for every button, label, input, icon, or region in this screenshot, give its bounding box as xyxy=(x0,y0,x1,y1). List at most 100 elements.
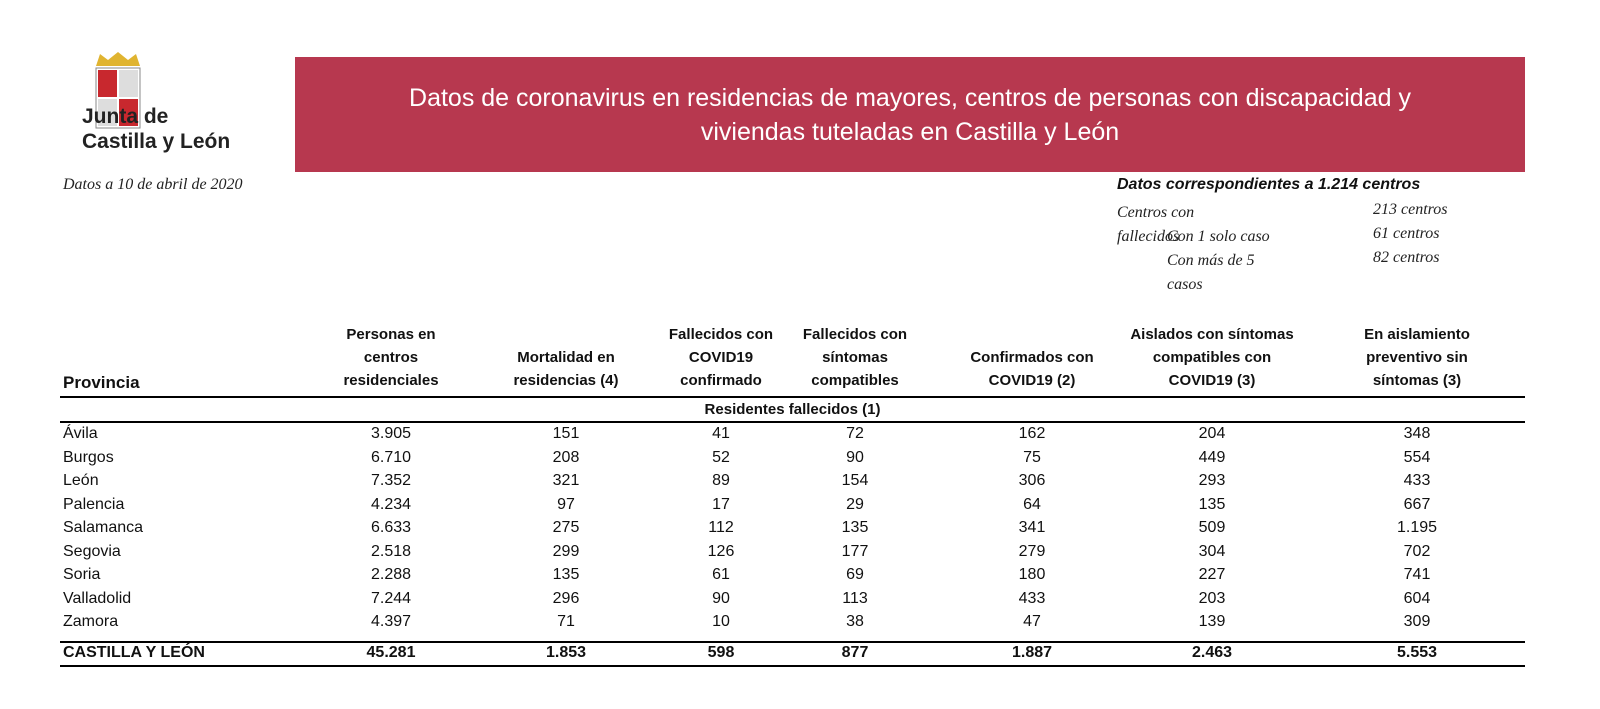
row-label: Zamora xyxy=(63,613,119,630)
column-header: Mortalidad en xyxy=(517,349,615,366)
cell: 126 xyxy=(707,542,735,560)
cell: 64 xyxy=(1023,495,1041,513)
cell: 208 xyxy=(552,448,580,466)
cell: 279 xyxy=(1018,542,1046,560)
cell: 61 xyxy=(712,566,730,583)
column-header: Personas en xyxy=(346,326,436,343)
summary-label: Con más de 5 casos xyxy=(1167,252,1255,293)
column-header: compatibles con xyxy=(1152,349,1272,366)
cell: 877 xyxy=(841,644,869,661)
column-header: COVID19 (3) xyxy=(1168,372,1256,389)
column-header: centros xyxy=(363,349,419,366)
summary-title: Datos correspondientes a 1.214 centros xyxy=(1117,176,1421,193)
cell: 5.553 xyxy=(1396,644,1438,661)
cell: 4.397 xyxy=(370,613,412,630)
cell: 139 xyxy=(1198,613,1226,630)
cell: 227 xyxy=(1198,566,1226,583)
cell: 71 xyxy=(557,613,575,630)
column-header: COVID19 xyxy=(688,349,754,366)
cell: 17 xyxy=(712,495,730,513)
column-header: compatibles xyxy=(811,372,899,389)
cell: 162 xyxy=(1018,425,1046,442)
row-label: Palencia xyxy=(63,495,125,513)
cell: 341 xyxy=(1018,519,1046,536)
cell: 47 xyxy=(1023,613,1041,630)
cell: 177 xyxy=(841,542,869,560)
cell: 306 xyxy=(1018,472,1046,489)
banner: Datos de coronavirus en residencias de m… xyxy=(295,57,1525,172)
cell: 275 xyxy=(552,519,580,536)
cell: 433 xyxy=(1403,472,1431,489)
cell: 113 xyxy=(842,589,868,607)
title-line: viviendas tuteladas en Castilla y León xyxy=(700,117,1120,146)
cell: 554 xyxy=(1403,448,1431,466)
cell: 7.244 xyxy=(370,589,412,607)
cell: 6.633 xyxy=(370,519,412,536)
cell: 52 xyxy=(712,448,730,466)
cell: 90 xyxy=(846,448,864,466)
cell: 449 xyxy=(1198,448,1226,466)
title-line: Datos de coronavirus en residencias de m… xyxy=(409,83,1411,112)
cell: 1.853 xyxy=(545,644,587,661)
cell: 7.352 xyxy=(370,472,412,489)
cell: 135 xyxy=(841,519,869,536)
column-header: Confirmados con xyxy=(970,349,1094,366)
column-header: residenciales xyxy=(343,372,439,389)
summary-value: 61 centros xyxy=(1373,225,1440,242)
column-header: COVID19 (2) xyxy=(988,372,1076,389)
cell: 4.234 xyxy=(370,495,412,513)
logo-crest xyxy=(95,52,141,129)
cell: 2.463 xyxy=(1191,644,1233,661)
column-header: Fallecidos con xyxy=(802,326,908,343)
summary-label: Con 1 solo caso xyxy=(1167,228,1270,245)
cell: 90 xyxy=(712,589,730,607)
cell: 72 xyxy=(846,425,864,442)
cell: 293 xyxy=(1198,472,1226,489)
cell: 2.288 xyxy=(370,566,412,583)
cell: 604 xyxy=(1403,589,1431,607)
logo-line: Castilla y León xyxy=(82,130,231,153)
cell: 135 xyxy=(552,566,580,583)
cell: 41 xyxy=(712,425,730,442)
cell: 348 xyxy=(1403,425,1431,442)
row-label: Burgos xyxy=(63,448,114,466)
column-header: residencias (4) xyxy=(513,372,619,389)
cell: 97 xyxy=(557,495,575,513)
row-label: Soria xyxy=(63,566,101,583)
row-label: CASTILLA Y LEÓN xyxy=(63,644,205,661)
column-header: Provincia xyxy=(63,373,140,392)
column-header: síntomas (3) xyxy=(1372,372,1462,389)
cell: 69 xyxy=(846,566,864,583)
cell: 321 xyxy=(552,472,580,489)
cell: 154 xyxy=(841,472,869,489)
summary-label: Centros con fallecidos xyxy=(1117,204,1195,245)
date: Datos a 10 de abril de 2020 xyxy=(63,176,243,193)
cell: 309 xyxy=(1403,613,1431,630)
rule xyxy=(60,665,1525,667)
column-header: En aislamiento xyxy=(1364,326,1470,343)
cell: 509 xyxy=(1198,519,1226,536)
cell: 433 xyxy=(1018,589,1046,607)
cell: 299 xyxy=(552,542,580,560)
cell: 180 xyxy=(1018,566,1046,583)
column-header: Fallecidos con xyxy=(668,326,774,343)
row-label: Segovia xyxy=(63,542,121,560)
cell: 304 xyxy=(1198,542,1226,560)
summary-value: 213 centros xyxy=(1373,201,1448,218)
column-header: preventivo sin xyxy=(1366,349,1468,366)
cell: 702 xyxy=(1403,542,1431,560)
cell: 2.518 xyxy=(370,542,412,560)
cell: 89 xyxy=(712,472,730,489)
column-header: Aislados con síntomas xyxy=(1130,326,1294,343)
column-header: confirmado xyxy=(680,372,762,389)
cell: 6.710 xyxy=(370,448,412,466)
cell: 45.281 xyxy=(366,644,416,661)
cell: 29 xyxy=(846,495,864,513)
cell: 204 xyxy=(1198,425,1226,442)
row-label: León xyxy=(63,472,99,489)
cell: 1.195 xyxy=(1396,519,1438,536)
cell: 598 xyxy=(707,644,735,661)
cell: 151 xyxy=(552,425,580,442)
cell: 203 xyxy=(1198,589,1226,607)
